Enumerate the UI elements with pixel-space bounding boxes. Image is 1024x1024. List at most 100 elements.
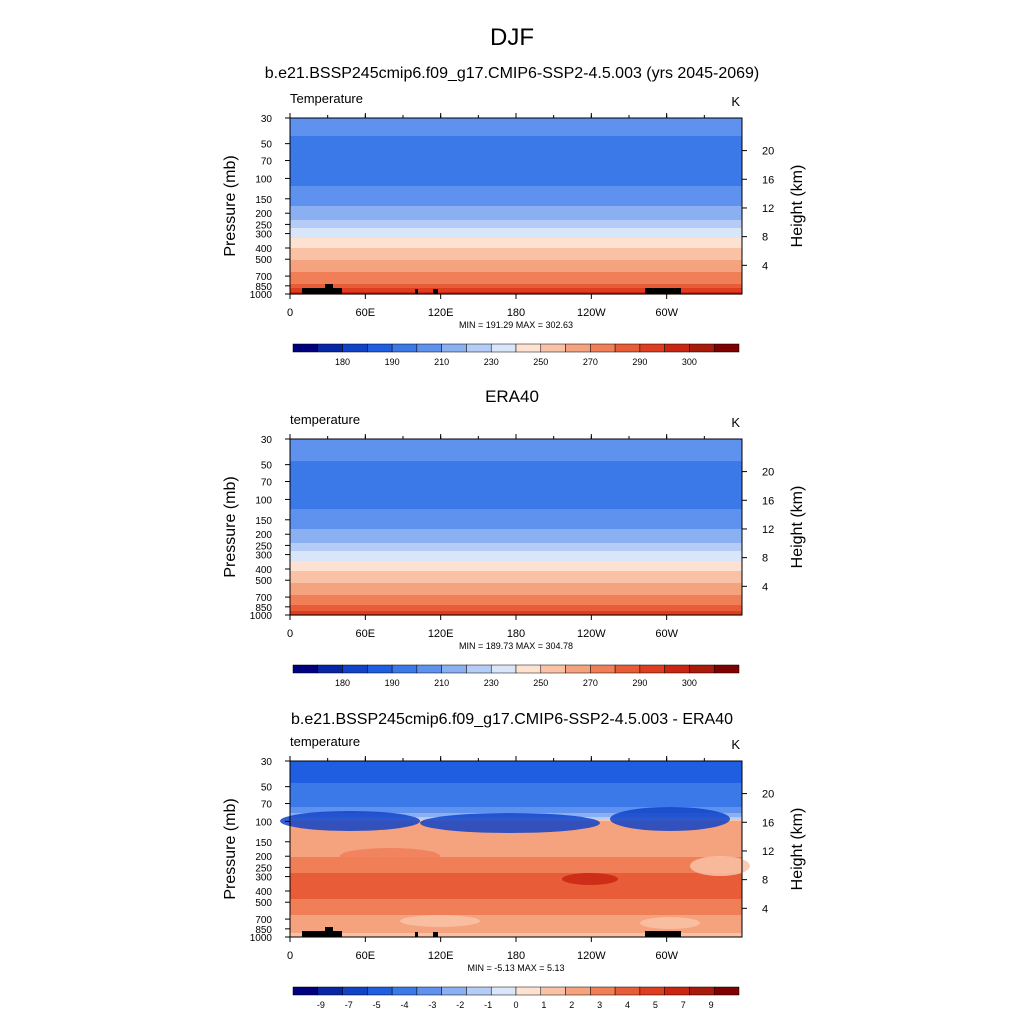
- contour-band: [290, 236, 742, 239]
- colorbar-swatch: [664, 664, 690, 674]
- contour-band: [290, 837, 742, 840]
- colorbar-label: 270: [583, 678, 598, 688]
- contour-band: [290, 853, 742, 856]
- contour-band: [290, 867, 742, 870]
- colorbar-swatch: [540, 343, 566, 353]
- contour-band: [290, 268, 742, 271]
- topography-mask: [302, 288, 342, 294]
- contour-band: [290, 803, 742, 806]
- contour-band: [290, 184, 742, 187]
- contour-band: [290, 811, 742, 814]
- contour-band: [290, 871, 742, 874]
- contour-band: [290, 895, 742, 898]
- y-right-tick-label: 4: [762, 581, 768, 593]
- colorbar-label: 270: [583, 357, 598, 367]
- contour-band: [290, 186, 742, 189]
- contour-band: [290, 441, 742, 444]
- colorbar-label: 290: [632, 357, 647, 367]
- contour-band: [290, 142, 742, 145]
- contour-band: [290, 140, 742, 143]
- contour-band: [290, 152, 742, 155]
- contour-band: [290, 807, 742, 810]
- contour-band: [290, 889, 742, 892]
- contour-band: [290, 507, 742, 510]
- contour-band: [290, 907, 742, 910]
- contour-blob: [562, 873, 618, 885]
- contour-band: [290, 777, 742, 780]
- colorbar-swatch: [391, 664, 418, 674]
- y-right-tick-label: 12: [762, 203, 774, 215]
- contour-band: [290, 795, 742, 798]
- x-tick-label: 180: [507, 950, 525, 962]
- contour-band: [290, 156, 742, 159]
- contour-band: [290, 557, 742, 560]
- y-right-axis-label: Height (km): [789, 486, 806, 569]
- y-tick-label: 300: [255, 230, 272, 241]
- contour-band: [290, 485, 742, 488]
- x-tick-label: 180: [507, 307, 525, 319]
- contour-band: [290, 569, 742, 572]
- contour-band: [290, 501, 742, 504]
- contour-band: [290, 587, 742, 590]
- contour-band: [290, 603, 742, 606]
- contour-band: [290, 455, 742, 458]
- contour-band: [290, 230, 742, 233]
- contour-band: [290, 595, 742, 598]
- contour-band: [290, 208, 742, 211]
- colorbar-swatch: [490, 986, 517, 996]
- contour-band: [290, 583, 742, 586]
- colorbar-label: 230: [484, 357, 499, 367]
- y-right-tick-label: 20: [762, 789, 774, 801]
- contour-band: [290, 523, 742, 526]
- contour-band: [290, 457, 742, 460]
- y-tick-label: 150: [255, 516, 272, 527]
- contour-blob: [280, 811, 420, 831]
- contour-band: [290, 859, 742, 862]
- topography-mask: [325, 284, 333, 294]
- colorbar-swatch: [342, 343, 368, 353]
- contour-band: [290, 509, 742, 512]
- colorbar-label: 210: [434, 678, 449, 688]
- contour-band: [290, 136, 742, 139]
- contour-band: [290, 128, 742, 131]
- contour-band: [290, 216, 742, 219]
- contour-band: [290, 887, 742, 890]
- contour-band: [290, 861, 742, 864]
- contour-band: [290, 609, 742, 612]
- contour-band: [290, 779, 742, 782]
- contour-band: [290, 901, 742, 904]
- contour-band: [290, 248, 742, 251]
- contour-band: [290, 765, 742, 768]
- panel-3: 0 60E 120E 180 120W 60W3050701001502002503004…: [222, 756, 806, 1010]
- contour-band: [290, 879, 742, 882]
- colorbar-label: 230: [484, 678, 499, 688]
- colorbar-label: 3: [597, 1000, 602, 1010]
- contour-band: [290, 549, 742, 552]
- contour-band: [290, 877, 742, 880]
- contour-band: [290, 561, 742, 564]
- contour-band: [290, 210, 742, 213]
- x-tick-label: 0: [287, 307, 293, 319]
- contour-band: [290, 885, 742, 888]
- contour-band: [290, 483, 742, 486]
- contour-band: [290, 130, 742, 133]
- contour-band: [290, 843, 742, 846]
- contour-band: [290, 801, 742, 804]
- contour-band: [290, 773, 742, 776]
- contour-band: [290, 122, 742, 125]
- colorbar: 180 190 210 230 250 270 290 300: [292, 664, 740, 688]
- panel-title: b.e21.BSSP245cmip6.f09_g17.CMIP6-SSP2-4.…: [291, 711, 733, 728]
- contour-blob: [610, 807, 730, 831]
- y-tick-label: 500: [255, 255, 272, 266]
- colorbar-label: -9: [317, 1000, 325, 1010]
- colorbar-swatch: [614, 343, 641, 353]
- contour-band: [290, 527, 742, 530]
- y-tick-label: 700: [255, 272, 272, 283]
- contour-band: [290, 148, 742, 151]
- contour-band: [290, 833, 742, 836]
- y-axis-label: Pressure (mb): [222, 798, 239, 899]
- y-tick-label: 850: [255, 603, 272, 614]
- contour-band: [290, 565, 742, 568]
- contour-band: [290, 579, 742, 582]
